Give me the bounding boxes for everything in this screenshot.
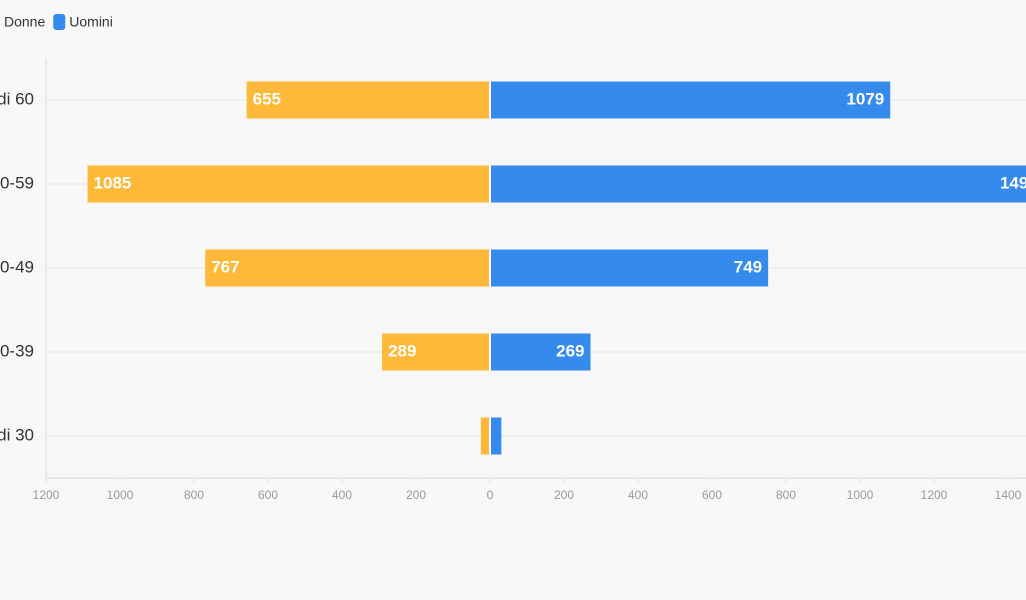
value-label: 1494 bbox=[1000, 173, 1026, 192]
bar bbox=[87, 165, 490, 203]
x-tick-label: 600 bbox=[258, 488, 278, 502]
bar bbox=[205, 249, 489, 287]
x-tick-label: 400 bbox=[332, 488, 352, 502]
value-label: 767 bbox=[211, 257, 239, 276]
bar bbox=[480, 417, 489, 455]
bar bbox=[491, 333, 591, 371]
x-tick-label: 600 bbox=[702, 488, 722, 502]
category-label: di 60 bbox=[0, 89, 34, 108]
value-label: 749 bbox=[734, 257, 762, 276]
value-label: 1079 bbox=[846, 89, 884, 108]
x-tick-label: 800 bbox=[776, 488, 796, 502]
value-label: 655 bbox=[253, 89, 281, 108]
value-label: 269 bbox=[556, 341, 584, 360]
category-label: 40-49 bbox=[0, 257, 34, 276]
x-tick-label: 400 bbox=[628, 488, 648, 502]
x-tick-label: 1200 bbox=[33, 488, 60, 502]
x-tick-label: 1000 bbox=[107, 488, 134, 502]
legend-label: Uomini bbox=[69, 14, 113, 30]
x-tick-label: 800 bbox=[184, 488, 204, 502]
bar bbox=[382, 333, 489, 371]
legend-swatch bbox=[53, 14, 66, 30]
category-label: 50-59 bbox=[0, 173, 34, 192]
bar bbox=[491, 81, 891, 119]
value-label: 289 bbox=[388, 341, 416, 360]
legend-label: Donne bbox=[4, 14, 45, 30]
x-tick-label: 200 bbox=[406, 488, 426, 502]
x-tick-label: 1000 bbox=[847, 488, 874, 502]
category-label: 30-39 bbox=[0, 341, 34, 360]
x-tick-label: 0 bbox=[487, 488, 494, 502]
bar bbox=[491, 165, 1026, 203]
value-label: 1085 bbox=[94, 173, 132, 192]
bar bbox=[491, 249, 769, 287]
x-tick-label: 1200 bbox=[921, 488, 948, 502]
x-tick-label: 1400 bbox=[995, 488, 1022, 502]
bar bbox=[491, 417, 502, 455]
category-label: di 30 bbox=[0, 425, 34, 444]
bar bbox=[246, 81, 489, 119]
x-tick-label: 200 bbox=[554, 488, 574, 502]
